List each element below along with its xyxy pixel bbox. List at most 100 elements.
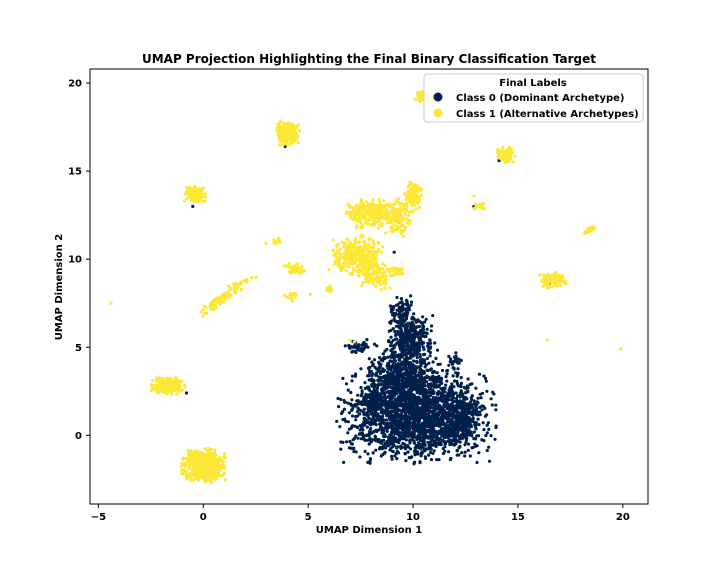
- point: [432, 382, 437, 386]
- point: [370, 363, 375, 368]
- point: [432, 370, 437, 374]
- point: [421, 345, 425, 349]
- point: [383, 434, 387, 439]
- point: [420, 340, 425, 345]
- point: [410, 300, 414, 304]
- point: [382, 445, 386, 449]
- point: [372, 381, 376, 385]
- point: [215, 462, 219, 466]
- point: [343, 344, 347, 348]
- point: [378, 364, 383, 368]
- point: [405, 376, 409, 380]
- point: [429, 388, 433, 392]
- point: [369, 222, 373, 226]
- point: [374, 395, 378, 399]
- point: [409, 354, 414, 358]
- point: [349, 403, 353, 407]
- point: [429, 458, 434, 462]
- point: [451, 416, 455, 420]
- point: [401, 417, 405, 421]
- point: [380, 407, 384, 411]
- point: [208, 475, 212, 479]
- point: [489, 397, 493, 401]
- point: [427, 420, 431, 424]
- point: [427, 349, 431, 353]
- point: [465, 384, 469, 388]
- point: [370, 374, 374, 378]
- point: [420, 328, 425, 332]
- point: [385, 403, 389, 407]
- point: [447, 450, 451, 454]
- point: [409, 412, 413, 416]
- point: [440, 368, 445, 373]
- point: [452, 385, 456, 389]
- point: [217, 469, 221, 473]
- point: [448, 440, 452, 444]
- point: [361, 428, 365, 432]
- point: [391, 360, 395, 364]
- point: [435, 398, 439, 402]
- point: [425, 368, 429, 372]
- point: [392, 250, 396, 254]
- point: [354, 434, 358, 438]
- point: [455, 421, 459, 425]
- point: [437, 424, 441, 428]
- point: [384, 418, 388, 422]
- point: [166, 386, 170, 391]
- point: [403, 358, 408, 362]
- point: [434, 405, 438, 409]
- point: [414, 368, 418, 372]
- point: [358, 432, 362, 436]
- point: [344, 400, 348, 404]
- point: [404, 418, 408, 422]
- point: [413, 448, 417, 452]
- point: [216, 457, 220, 461]
- point: [390, 400, 394, 405]
- point: [399, 330, 403, 334]
- point: [371, 411, 375, 415]
- point: [475, 444, 479, 448]
- point: [415, 359, 419, 364]
- point: [377, 404, 381, 409]
- point: [470, 397, 474, 401]
- point: [404, 420, 408, 424]
- point: [424, 317, 428, 321]
- point: [348, 346, 352, 350]
- point: [464, 428, 468, 432]
- point: [203, 457, 207, 461]
- point: [291, 132, 295, 136]
- point: [355, 425, 359, 430]
- point: [357, 343, 361, 347]
- point: [425, 380, 429, 384]
- point: [448, 411, 452, 415]
- point: [457, 453, 461, 457]
- point: [414, 407, 418, 411]
- point: [428, 450, 433, 455]
- point: [393, 319, 397, 323]
- point: [199, 196, 203, 200]
- point: [204, 195, 208, 199]
- point: [290, 125, 294, 129]
- point: [464, 391, 468, 395]
- point: [385, 347, 389, 351]
- point: [444, 375, 448, 379]
- point: [400, 360, 404, 365]
- point: [423, 394, 427, 398]
- point: [362, 340, 366, 344]
- point: [375, 386, 380, 390]
- point: [373, 438, 377, 442]
- point: [464, 438, 469, 442]
- point: [374, 210, 378, 214]
- point: [347, 427, 351, 431]
- point: [191, 189, 195, 193]
- point: [448, 385, 453, 389]
- point: [397, 341, 401, 345]
- point: [456, 367, 460, 371]
- point: [402, 348, 407, 352]
- point: [411, 340, 415, 344]
- point: [339, 447, 343, 451]
- point: [463, 454, 467, 458]
- point: [372, 358, 377, 362]
- point: [278, 119, 283, 123]
- point: [177, 381, 181, 385]
